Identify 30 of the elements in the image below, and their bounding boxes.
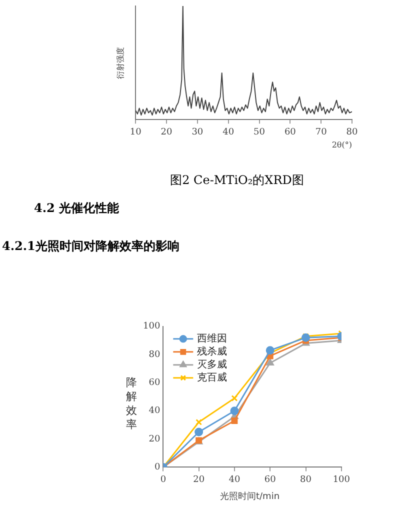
legend-label: 西维因: [197, 332, 228, 344]
y-tick-label: 80: [148, 350, 160, 360]
x-tick-label: 20: [193, 474, 205, 485]
x-axis-title: 光照时间t/min: [220, 490, 280, 503]
x-tick-label: 40: [222, 127, 234, 138]
x-tick-label: 60: [264, 474, 276, 485]
caption: 图2 Ce-MTiO₂的XRD图: [169, 172, 305, 189]
x-tick-label: 80: [346, 127, 358, 138]
x-tick-label: 80: [300, 474, 312, 485]
y-tick-label: 20: [148, 434, 160, 444]
x-tick-label: 100: [332, 474, 350, 485]
y-tick-label: 60: [148, 378, 160, 388]
x-tick-label: 20: [160, 127, 173, 138]
y-tick-label: 100: [142, 322, 160, 332]
x-axis-title: 2θ(°): [332, 140, 352, 150]
x-tick-label: 10: [130, 127, 142, 138]
text: 4.2 光催化性能: [34, 200, 120, 217]
y-tick-label: 40: [148, 406, 160, 416]
legend-label: 灭多威: [197, 358, 228, 370]
y-tick-label: 0: [154, 462, 160, 473]
legend-label: 克百威: [197, 371, 228, 384]
y-axis-title: 衍射强度: [116, 46, 125, 79]
x-tick-label: 40: [228, 474, 240, 485]
legend-label: 残杀威: [197, 345, 228, 358]
x-tick-label: 30: [192, 127, 204, 138]
x-tick-label: 60: [284, 127, 296, 138]
text: 4.2.1光照时间对降解效率的影响: [2, 238, 180, 255]
x-tick-label: 50: [254, 127, 266, 138]
y-axis-title: 降解效率: [126, 376, 138, 432]
x-tick-label: 70: [315, 127, 328, 138]
